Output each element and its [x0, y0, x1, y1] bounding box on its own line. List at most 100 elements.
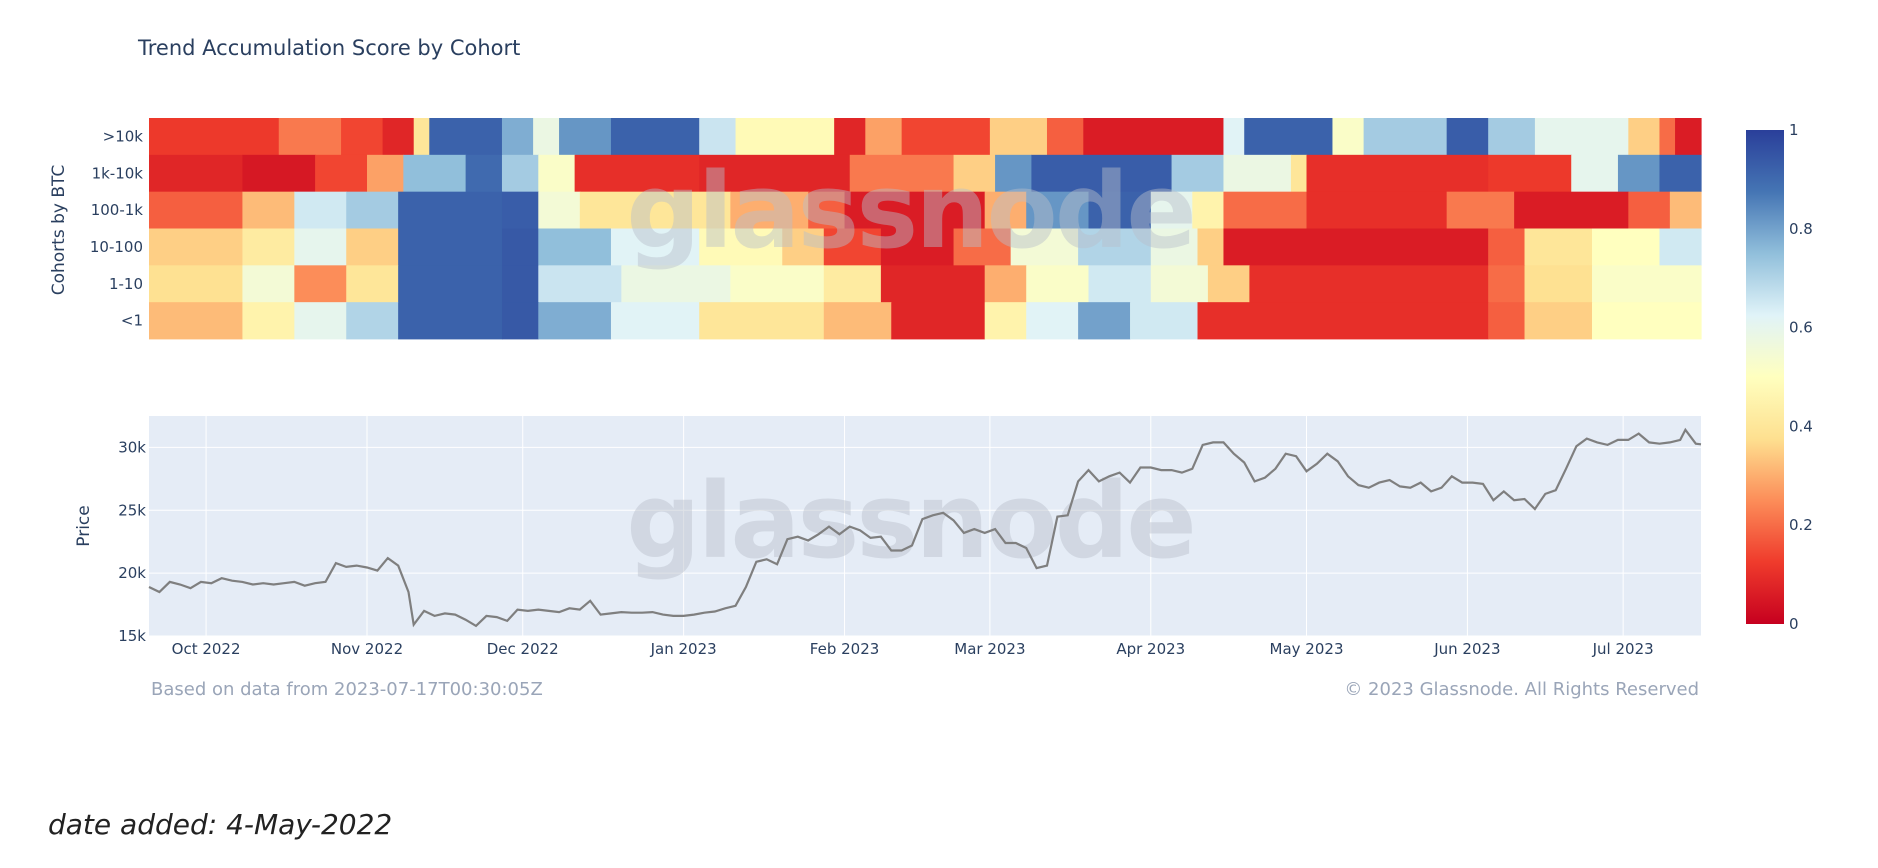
heatmap-cell — [984, 265, 1027, 303]
heatmap — [149, 118, 1702, 340]
heatmap-cell — [1659, 118, 1676, 156]
heatmap-cell — [1534, 118, 1629, 156]
heatmap-cell — [1306, 191, 1448, 229]
heatmap-cell — [242, 228, 295, 266]
heatmap-cell — [880, 228, 955, 266]
chart-title: Trend Accumulation Score by Cohort — [137, 36, 520, 60]
heatmap-cell — [1488, 228, 1526, 266]
price-x-tick-label: Mar 2023 — [954, 640, 1025, 658]
heatmap-cell — [1171, 154, 1225, 193]
heatmap-cell — [341, 118, 384, 156]
heatmap-cell — [880, 265, 986, 303]
heatmap-cell — [1488, 302, 1526, 340]
heatmap-cell — [1026, 302, 1079, 340]
heatmap-cell — [346, 265, 399, 303]
colorbar-tick-label: 0.6 — [1789, 319, 1813, 337]
heatmap-cell — [699, 118, 737, 156]
heatmap-cell — [398, 191, 503, 229]
price-x-tick-label: May 2023 — [1270, 640, 1344, 658]
heatmap-cell — [501, 265, 539, 303]
heatmap-cell — [730, 265, 825, 303]
heatmap-cell — [989, 118, 1048, 156]
heatmap-cell — [1446, 191, 1515, 229]
price-y-tick-label: 25k — [118, 501, 146, 519]
heatmap-cell — [1130, 302, 1199, 340]
price-line — [148, 427, 1702, 628]
heatmap-cell — [382, 118, 415, 156]
heatmap-cell — [699, 228, 783, 266]
heatmap-cell — [149, 154, 244, 193]
heatmap-cell — [1524, 228, 1593, 266]
heatmap-cell — [538, 191, 581, 229]
copyright-note: © 2023 Glassnode. All Rights Reserved — [1344, 679, 1699, 700]
date-added-caption: date added: 4-May-2022 — [48, 808, 393, 841]
heatmap-cell — [1488, 154, 1572, 193]
heatmap-cell — [346, 228, 399, 266]
heatmap-cell — [429, 118, 503, 156]
heatmap-cell — [501, 228, 539, 266]
heatmap-cell — [1197, 228, 1225, 266]
heatmap-cell — [538, 154, 576, 193]
heatmap-cell — [1628, 118, 1661, 156]
heatmap-cell — [849, 154, 955, 193]
heatmap-cell — [1488, 118, 1536, 156]
heatmap-cell — [901, 118, 991, 156]
colorbar-tick-label: 0.4 — [1789, 417, 1813, 435]
heatmap-cell — [610, 302, 700, 340]
heatmap-cell — [699, 302, 825, 340]
heatmap-cell — [1078, 228, 1152, 266]
heatmap-cell — [1659, 154, 1702, 193]
heatmap-cell — [501, 118, 534, 156]
heatmap-cell — [413, 118, 430, 156]
heatmap-cell — [834, 118, 866, 156]
colorbar — [1746, 130, 1784, 624]
heatmap-cell — [1223, 228, 1489, 266]
heatmap-y-axis-title: Cohorts by BTC — [49, 165, 69, 296]
price-x-tick-label: Feb 2023 — [810, 640, 880, 658]
heatmap-cell — [149, 118, 280, 156]
heatmap-row-labels: >10k 1k-10k 100-1k 10-100 1-10 <1 — [90, 127, 143, 329]
heatmap-cell — [1223, 118, 1245, 156]
price-x-tick-label: Nov 2022 — [331, 640, 403, 658]
price-x-ticks: Oct 2022 Nov 2022 Dec 2022 Jan 2023 Feb 2023… — [172, 640, 1654, 658]
heatmap-cell — [1306, 154, 1489, 193]
price-y-tick-label: 15k — [118, 627, 146, 645]
heatmap-watermark: glassnode — [626, 150, 1194, 272]
heatmap-cell — [995, 154, 1032, 193]
heatmap-cell — [346, 302, 399, 340]
heatmap-cell — [501, 191, 539, 229]
price-x-tick-label: Dec 2022 — [487, 640, 559, 658]
heatmap-cell — [610, 118, 700, 156]
heatmap-cell — [1150, 191, 1193, 229]
price-y-tick-label: 20k — [118, 564, 146, 582]
heatmap-cell — [294, 302, 347, 340]
heatmap-cell — [984, 302, 1027, 340]
heatmap-cell — [1088, 191, 1152, 229]
heatmap-cell — [953, 228, 1012, 266]
price-x-tick-label: Jun 2023 — [1433, 640, 1500, 658]
colorbar-tick-label: 0.8 — [1789, 220, 1813, 238]
heatmap-cell — [1223, 154, 1292, 193]
heatmap-row-label: 10-100 — [90, 238, 143, 256]
colorbar-tick-label: 0 — [1789, 615, 1799, 633]
heatmap-cell — [1524, 302, 1593, 340]
heatmap-cell — [1332, 118, 1365, 156]
heatmap-cell — [1244, 118, 1334, 156]
heatmap-cell — [149, 228, 244, 266]
heatmap-cell — [403, 154, 467, 193]
heatmap-cell — [1514, 191, 1629, 229]
heatmap-cell — [1150, 265, 1209, 303]
heatmap-cell — [1197, 302, 1489, 340]
price-x-tick-label: Jan 2023 — [650, 640, 717, 658]
heatmap-cell — [1592, 265, 1702, 303]
heatmap-cell — [242, 265, 295, 303]
heatmap-cell — [1150, 228, 1199, 266]
heatmap-cell — [294, 228, 347, 266]
heatmap-cell — [294, 191, 347, 229]
heatmap-cell — [315, 154, 368, 193]
heatmap-cell — [242, 302, 295, 340]
heatmap-cell — [538, 228, 612, 266]
colorbar-ticks: 0 0.2 0.4 0.6 0.8 1 — [1789, 121, 1813, 633]
heatmap-cell — [1363, 118, 1448, 156]
heatmap-cell — [953, 154, 996, 193]
